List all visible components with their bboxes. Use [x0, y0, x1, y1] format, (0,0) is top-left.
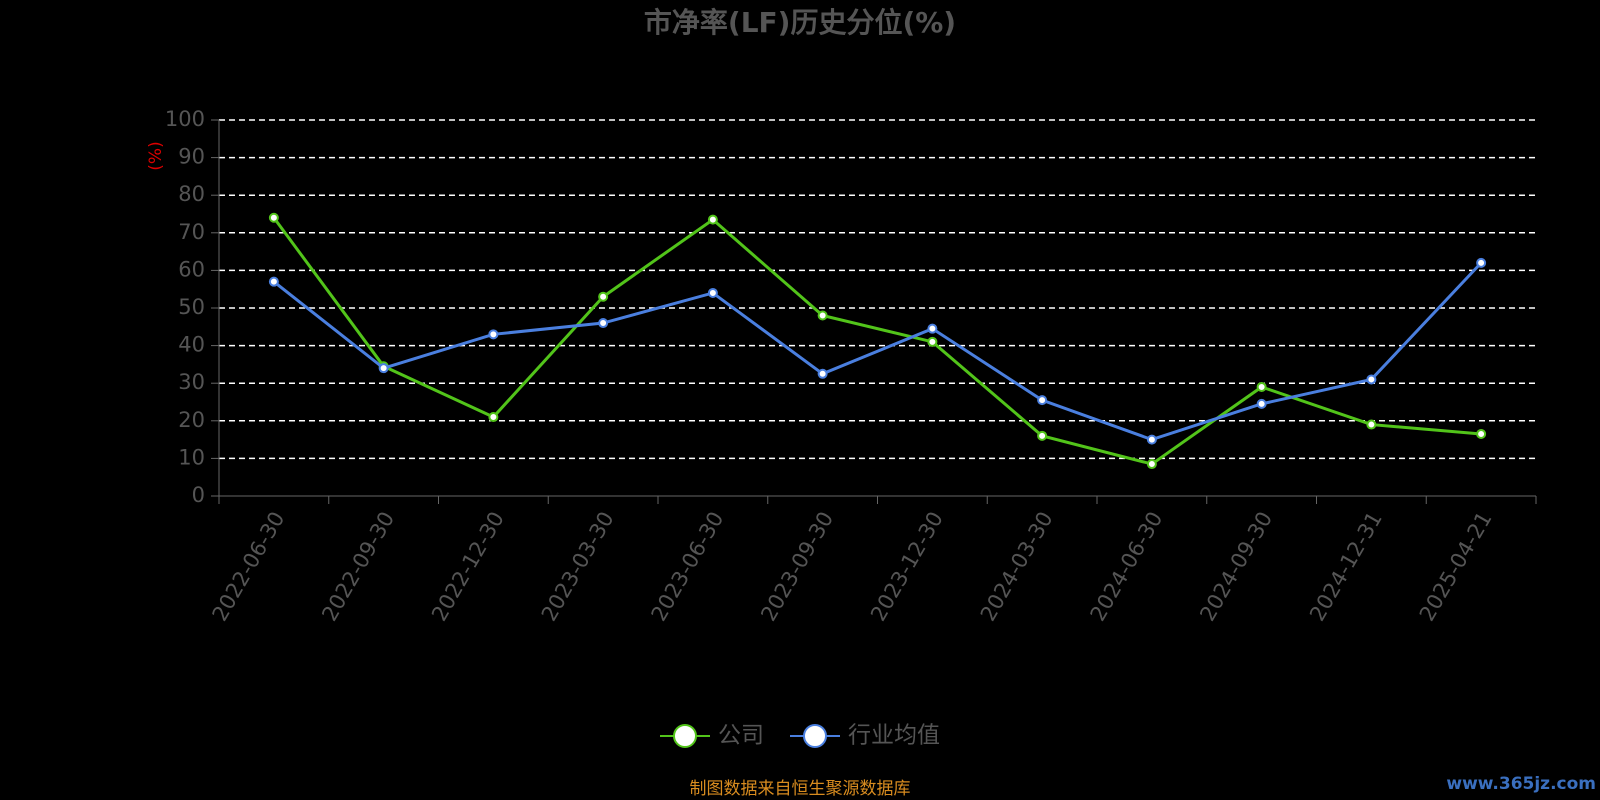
data-point — [1476, 257, 1487, 268]
data-point — [927, 323, 938, 334]
data-point — [268, 276, 279, 287]
data-point — [1476, 428, 1487, 439]
x-tick-label: 2023-12-30 — [866, 508, 948, 626]
series-line — [272, 216, 1482, 466]
y-tick-label: 80 — [178, 182, 205, 206]
legend-label: 行业均值 — [848, 723, 940, 749]
y-tick-label: 70 — [178, 220, 205, 244]
data-point — [268, 212, 279, 223]
data-point — [707, 214, 718, 225]
data-point — [598, 318, 609, 329]
data-point — [1366, 374, 1377, 385]
y-tick-label: 50 — [178, 295, 205, 319]
y-tick-label: 30 — [178, 370, 205, 394]
y-tick-label: 0 — [192, 483, 205, 507]
legend-item: 行业均值 — [790, 723, 940, 749]
y-tick-label: 40 — [178, 333, 205, 357]
legend-label: 公司 — [718, 723, 764, 749]
data-point — [1146, 459, 1157, 470]
x-tick-label: 2022-12-30 — [427, 508, 509, 626]
x-tick-label: 2024-06-30 — [1086, 508, 1168, 626]
x-tick-label: 2024-12-31 — [1305, 508, 1387, 626]
x-tick-label: 2023-03-30 — [537, 508, 619, 626]
legend-item: 公司 — [660, 723, 764, 749]
x-tick-label: 2022-06-30 — [208, 508, 290, 626]
x-tick-label: 2022-09-30 — [317, 508, 399, 626]
x-tick-label: 2023-06-30 — [647, 508, 729, 626]
data-point — [378, 363, 389, 374]
legend-marker — [803, 724, 827, 748]
data-point — [817, 368, 828, 379]
x-tick-label: 2024-03-30 — [976, 508, 1058, 626]
data-point — [1146, 434, 1157, 445]
data-point — [598, 291, 609, 302]
y-tick-label: 100 — [165, 107, 205, 131]
watermark: www.365jz.com — [1446, 774, 1596, 794]
data-point — [1037, 430, 1048, 441]
y-tick-label: 20 — [178, 408, 205, 432]
data-point — [1037, 395, 1048, 406]
chart-title: 市净率(LF)历史分位(%) — [644, 6, 956, 39]
data-point — [488, 412, 499, 423]
x-tick-label: 2023-09-30 — [756, 508, 838, 626]
data-point — [488, 329, 499, 340]
data-point — [707, 287, 718, 298]
y-tick-label: 60 — [178, 257, 205, 281]
source-note: 制图数据来自恒生聚源数据库 — [690, 779, 911, 799]
data-point — [1256, 381, 1267, 392]
series-line — [272, 261, 1483, 442]
data-point — [1366, 419, 1377, 430]
y-tick-label: 10 — [178, 445, 205, 469]
data-point — [927, 336, 938, 347]
legend-marker — [673, 724, 697, 748]
y-tick-label: 90 — [178, 145, 205, 169]
x-tick-label: 2024-09-30 — [1195, 508, 1277, 626]
x-tick-label: 2025-04-21 — [1415, 508, 1497, 626]
data-point — [817, 310, 828, 321]
y-axis-label: (%) — [146, 141, 166, 170]
data-point — [1256, 398, 1267, 409]
